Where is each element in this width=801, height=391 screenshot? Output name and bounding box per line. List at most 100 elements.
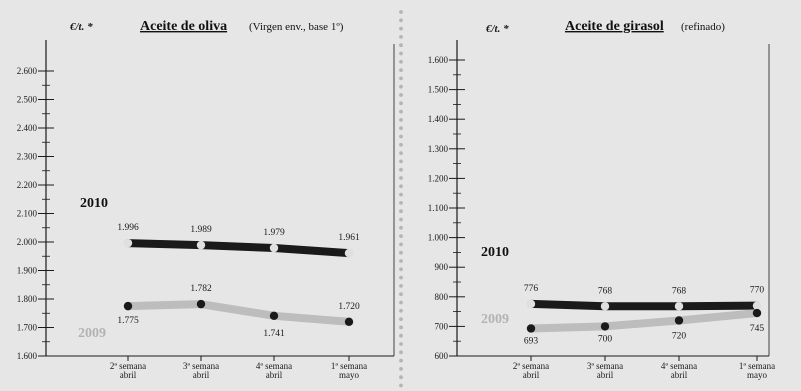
divider-dot [399, 201, 403, 205]
divider-dot [399, 375, 403, 380]
divider-dot [399, 134, 403, 139]
y-tick-label: 700 [435, 321, 449, 331]
divider-dot [399, 93, 403, 97]
divider-dot [399, 176, 403, 180]
divider-dot [399, 184, 403, 189]
divider-dot [399, 192, 403, 197]
data-label-2009: 1.720 [338, 302, 360, 312]
divider-dot [399, 159, 403, 164]
data-point-2010 [269, 243, 279, 253]
divider-dot [399, 350, 403, 355]
y-tick-label: 2.100 [17, 209, 38, 219]
data-label-2009: 1.782 [190, 284, 212, 294]
divider-dot [399, 101, 403, 106]
unit-label: €/t. * [69, 21, 93, 33]
x-tick-label-month: abril [671, 370, 688, 380]
divider-dot [399, 209, 403, 214]
data-point-2010 [674, 302, 684, 311]
y-tick-label: 1.000 [428, 233, 449, 243]
data-label-2009: 700 [598, 334, 613, 344]
divider-dot [399, 76, 403, 81]
data-point-2010 [526, 299, 536, 309]
divider-dot [399, 234, 403, 239]
y-tick-label: 2.000 [17, 237, 38, 247]
divider-dot [399, 292, 403, 297]
panel-divider [399, 10, 403, 388]
divider-dot [399, 217, 403, 222]
divider-dot [399, 367, 403, 371]
divider-dot [399, 225, 403, 230]
x-tick-label-month: abril [266, 370, 283, 380]
data-point-2010 [123, 238, 133, 248]
y-tick-label: 2.500 [17, 95, 38, 105]
data-label-2009: 1.741 [263, 329, 285, 339]
divider-dot [399, 333, 403, 338]
series-label-2009: 2009 [481, 312, 509, 327]
data-point-2010 [344, 248, 354, 258]
data-label-2009: 745 [750, 324, 765, 334]
data-point-2010 [196, 240, 206, 250]
olive-oil-chart: 2.600 2.500 2.400 2.300 2.200 2.100 2.000 1.900… [17, 19, 395, 380]
divider-dot [399, 317, 403, 321]
data-label-2010: 768 [672, 286, 687, 296]
divider-dot [399, 342, 403, 346]
y-tick-label: 1.200 [428, 173, 449, 183]
divider-dot [399, 118, 403, 122]
data-point-2009 [344, 317, 354, 326]
divider-dot [399, 84, 403, 89]
x-tick-label-month: abril [193, 370, 210, 380]
data-point-2009 [123, 301, 133, 311]
y-tick-label: 2.600 [17, 66, 38, 76]
y-tick-label: 2.200 [17, 180, 38, 190]
series-label-2010: 2010 [80, 196, 108, 211]
x-tick-label-week: 3ª semana [587, 361, 623, 371]
data-point-2009 [196, 299, 206, 309]
divider-dot [399, 284, 403, 288]
divider-dot [399, 142, 403, 147]
data-label-2009: 1.775 [117, 316, 139, 326]
divider-dot [399, 167, 403, 172]
data-label-2010: 768 [598, 286, 613, 296]
data-label-2010: 1.989 [190, 225, 212, 235]
series-line-2010 [124, 239, 353, 258]
x-tick-label-week: 4ª semana [256, 361, 292, 371]
data-label-2010: 770 [750, 286, 765, 296]
data-point-2009 [600, 322, 610, 331]
data-label-2010: 1.996 [117, 223, 139, 233]
divider-dot [399, 26, 403, 31]
chart-subtitle: (Virgen env., base 1º) [249, 21, 344, 33]
x-tick-label-week: 4ª semana [661, 361, 697, 371]
divider-dot [399, 10, 403, 14]
divider-dot [399, 259, 403, 263]
y-tick-label: 1.600 [17, 351, 38, 361]
sunflower-oil-chart: 1.600 1.500 1.400 1.300 1.200 1.100 1.000 900 80… [428, 19, 775, 380]
chart-subtitle: (refinado) [681, 21, 725, 33]
x-tick-label-month: abril [120, 370, 137, 380]
y-tick-label: 900 [435, 262, 449, 272]
y-tick-label: 1.500 [428, 85, 449, 95]
series-line-2009 [124, 300, 353, 326]
divider-dot [399, 275, 403, 280]
series-label-2010: 2010 [481, 245, 509, 260]
y-tick-label: 600 [435, 351, 449, 361]
y-tick-label: 2.400 [17, 123, 38, 133]
divider-dot [399, 35, 403, 39]
divider-dot [399, 151, 403, 156]
y-tick-label: 1.800 [17, 294, 38, 304]
x-tick-label-week: 2ª semana [513, 361, 549, 371]
y-tick-label: 1.300 [428, 144, 449, 154]
data-label-2010: 1.979 [263, 228, 285, 238]
y-tick-label: 1.900 [17, 266, 38, 276]
divider-dot [399, 109, 403, 114]
y-tick-label: 1.600 [428, 55, 449, 65]
data-point-2009 [674, 316, 684, 325]
divider-dot [399, 308, 403, 313]
x-tick-label-week: 1ª semana [739, 361, 775, 371]
data-label-2010: 1.961 [338, 233, 360, 243]
series-label-2009: 2009 [78, 326, 106, 341]
data-point-2009 [526, 324, 536, 333]
divider-dot [399, 242, 403, 247]
x-tick-label-month: mayo [339, 370, 359, 380]
divider-dot [399, 358, 403, 363]
